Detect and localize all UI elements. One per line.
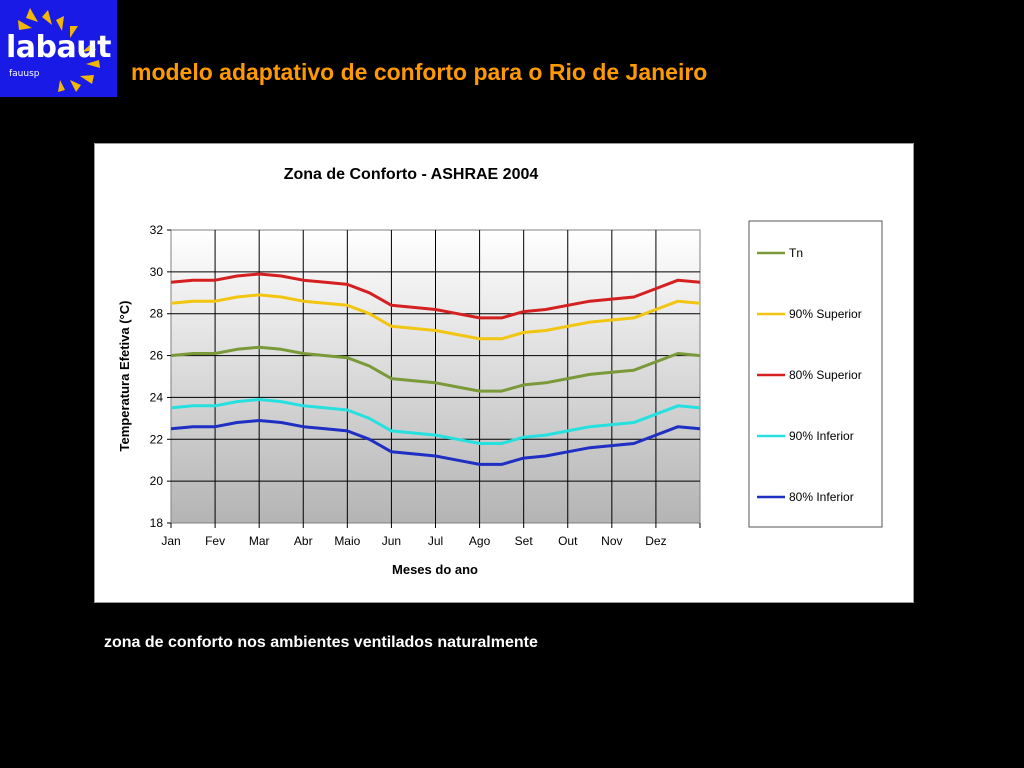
y-tick-label: 32: [150, 223, 164, 237]
logo-subtext: fauusp: [9, 69, 40, 79]
x-tick-label: Jan: [161, 534, 180, 548]
x-tick-label: Ago: [469, 534, 491, 548]
slide-caption: zona de conforto nos ambientes ventilado…: [104, 634, 538, 651]
series-line-3: [170, 398, 701, 445]
y-tick-label: 30: [150, 265, 164, 279]
chart-title: Zona de Conforto - ASHRAE 2004: [284, 166, 539, 183]
series-line-1: [170, 293, 701, 341]
sun-icon: [18, 8, 100, 92]
legend-label: 80% Superior: [789, 368, 862, 382]
x-axis-label: Meses do ano: [392, 562, 478, 577]
x-tick-label: Nov: [601, 534, 622, 548]
chart-frame: Zona de Conforto - ASHRAE 2004 18 20 22 24 2…: [94, 143, 914, 603]
x-tick-label: Maio: [334, 534, 360, 548]
y-tick-label: 26: [150, 349, 164, 363]
legend-label: Tn: [789, 246, 803, 260]
page-title: modelo adaptativo de conforto para o Rio…: [131, 59, 708, 85]
series-line-4: [170, 419, 701, 466]
y-tick-label: 18: [150, 516, 164, 530]
y-tick-label: 28: [150, 307, 164, 321]
comfort-zone-chart: Zona de Conforto - ASHRAE 2004 18 20 22 24 2…: [117, 166, 883, 577]
labaut-logo: labaut fauusp: [0, 0, 117, 97]
logo-text: labaut: [6, 30, 111, 65]
x-tick-label: Mar: [249, 534, 270, 548]
legend-label: 80% Inferior: [789, 490, 854, 504]
x-tick-label: Fev: [205, 534, 225, 548]
x-tick-label: Abr: [294, 534, 313, 548]
legend-label: 90% Inferior: [789, 429, 854, 443]
series-line-0: [170, 345, 701, 393]
x-tick-label: Set: [515, 534, 534, 548]
x-tick-label: Jul: [428, 534, 443, 548]
y-tick-label: 24: [150, 390, 164, 404]
series-line-2: [170, 272, 701, 320]
y-tick-label: 20: [150, 474, 164, 488]
x-tick-label: Dez: [645, 534, 666, 548]
y-tick-label: 22: [150, 432, 164, 446]
x-tick-label: Jun: [382, 534, 401, 548]
x-tick-label: Out: [558, 534, 578, 548]
y-axis-label: Temperatura Efetiva (°C): [117, 301, 132, 452]
legend-label: 90% Superior: [789, 307, 862, 321]
